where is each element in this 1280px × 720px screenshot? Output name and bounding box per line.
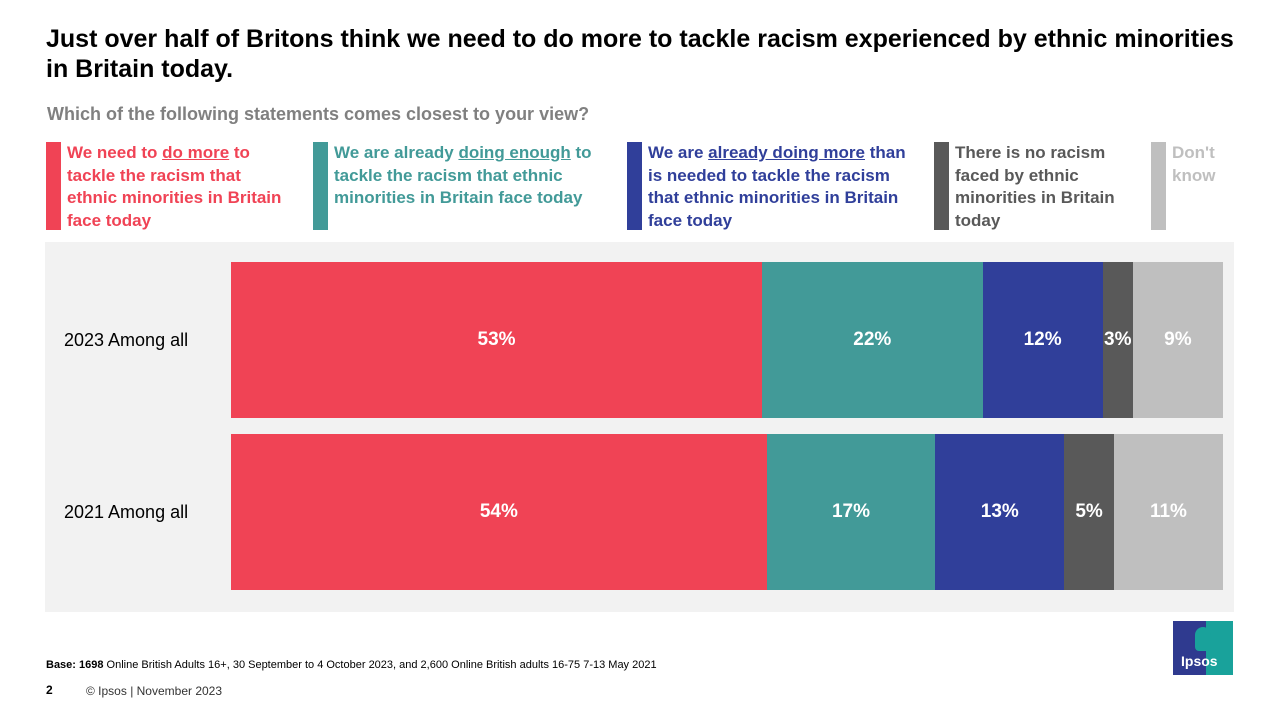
legend-text-post: than is needed to tackle the racism that… xyxy=(648,143,906,230)
legend-text-pre: We need to xyxy=(67,143,163,162)
legend-text-u: doing enough xyxy=(458,143,571,162)
question-subtitle: Which of the following statements comes … xyxy=(47,104,590,124)
legend-text-u: do more xyxy=(162,143,230,162)
page-title: Just over half of Britons think we need … xyxy=(46,25,1234,83)
legend-swatch xyxy=(1151,142,1166,230)
base-note: Base: 1698 Online British Adults 16+, 30… xyxy=(46,659,657,671)
data-label: 13% xyxy=(980,501,1019,522)
data-label: 12% xyxy=(1023,329,1062,350)
legend-label: Don't know xyxy=(1172,142,1238,187)
legend-label: We are already doing more than is needed… xyxy=(648,142,924,232)
legend-text-pre: We are already xyxy=(334,143,459,162)
legend-item: We are already doing more than is needed… xyxy=(627,142,917,230)
legend-item: Don't know xyxy=(1151,142,1231,230)
legend-swatch xyxy=(313,142,328,230)
bar-segment: 5% xyxy=(1064,434,1114,590)
logo-head-icon xyxy=(1195,627,1211,651)
page-number: 2 xyxy=(46,683,53,697)
legend-text-post: to tackle the racism that ethnic minorit… xyxy=(67,143,282,230)
bar-segment: 11% xyxy=(1113,434,1223,590)
bar-segment: 3% xyxy=(1102,262,1133,418)
category-label: 2023 Among all xyxy=(64,330,189,350)
bar-segment: 17% xyxy=(766,434,936,590)
legend-item: We need to do more to tackle the racism … xyxy=(46,142,286,230)
logo-text: Ipsos xyxy=(1181,653,1218,669)
bar-segment: 13% xyxy=(935,434,1065,590)
category-label: 2021 Among all xyxy=(64,502,189,522)
bar-segment: 22% xyxy=(762,262,983,418)
data-label: 5% xyxy=(1075,501,1103,522)
legend-label: We need to do more to tackle the racism … xyxy=(67,142,293,232)
data-label: 11% xyxy=(1149,501,1187,522)
data-label: 53% xyxy=(477,329,516,350)
bar-segment: 54% xyxy=(231,434,767,590)
data-label: 3% xyxy=(1104,329,1132,350)
legend-swatch xyxy=(627,142,642,230)
bar-segment: 53% xyxy=(231,262,763,418)
legend-swatch xyxy=(934,142,949,230)
legend-text-pre: We are xyxy=(648,143,709,162)
legend-label: There is no racism faced by ethnic minor… xyxy=(955,142,1141,232)
ipsos-logo: Ipsos xyxy=(1173,621,1233,675)
bar-segment: 12% xyxy=(982,262,1103,418)
data-label: 17% xyxy=(831,501,870,522)
data-label: 9% xyxy=(1164,329,1192,350)
legend-text-pre: There is no racism faced by ethnic minor… xyxy=(955,143,1115,230)
base-text: Online British Adults 16+, 30 September … xyxy=(103,659,657,671)
legend-text-post: to tackle the racism that ethnic minorit… xyxy=(334,143,592,207)
bar-segment: 9% xyxy=(1132,262,1223,418)
legend-text-pre: Don't know xyxy=(1172,143,1216,185)
legend-label: We are already doing enough to tackle th… xyxy=(334,142,610,210)
data-label: 22% xyxy=(853,329,892,350)
base-bold: Base: 1698 xyxy=(46,659,104,671)
legend-swatch xyxy=(46,142,61,230)
copyright: © Ipsos | November 2023 xyxy=(86,684,223,698)
legend-item: We are already doing enough to tackle th… xyxy=(313,142,603,230)
legend-item: There is no racism faced by ethnic minor… xyxy=(934,142,1134,230)
legend-text-u: already doing more xyxy=(708,143,865,162)
data-label: 54% xyxy=(479,501,518,522)
